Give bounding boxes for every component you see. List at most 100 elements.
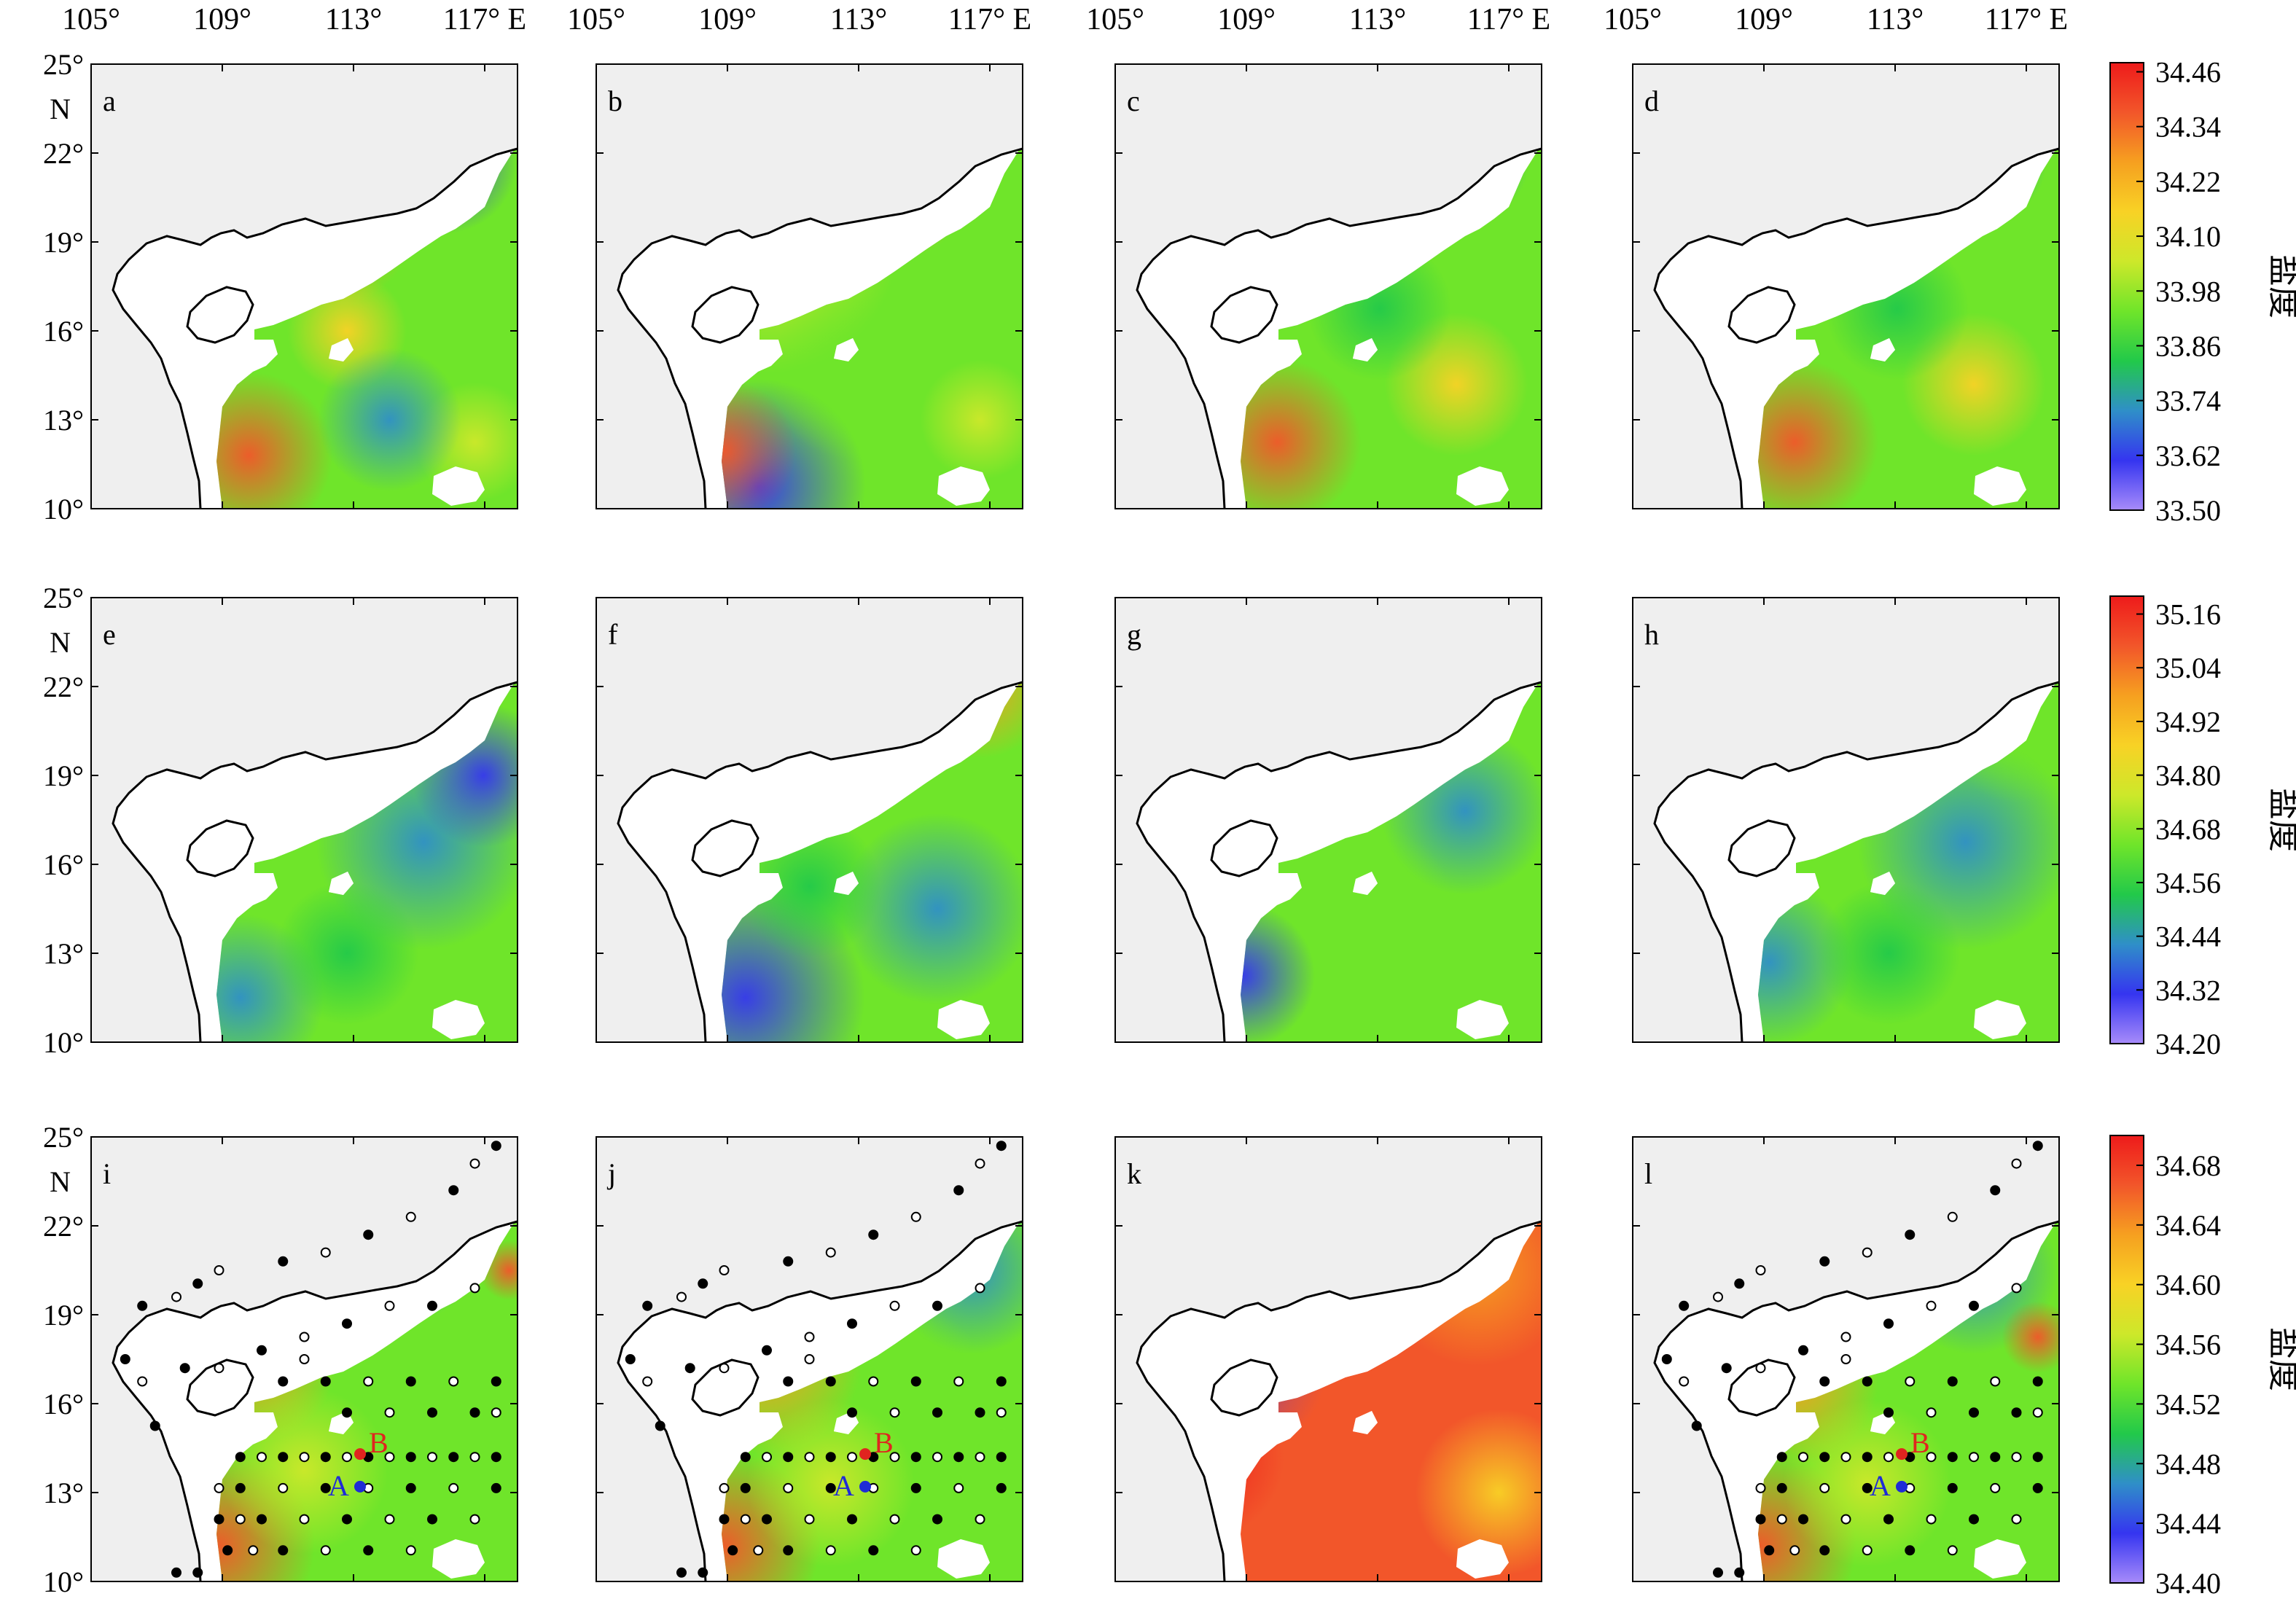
station-point	[1883, 1514, 1894, 1525]
land	[91, 598, 518, 1042]
panel-letter: a	[103, 85, 116, 117]
salinity-anomaly	[722, 379, 796, 509]
station-point	[804, 1452, 815, 1463]
coastline	[1653, 681, 2060, 1043]
station-point	[278, 1376, 289, 1387]
lat-label: 13°	[43, 404, 84, 437]
map-panel-e: e 25° 22° 19° 16° 13° 10° N	[43, 582, 518, 1059]
coastline	[617, 147, 1023, 509]
station-point	[762, 1452, 772, 1463]
station-point	[825, 1452, 836, 1463]
station-point	[469, 1452, 480, 1463]
colorbar-bar	[2109, 1135, 2144, 1584]
lon-label: 109°	[193, 3, 251, 36]
station-point	[762, 1345, 772, 1356]
station-point	[1947, 1376, 1958, 1387]
colorbar-bar	[2109, 595, 2144, 1044]
station-a-label: A	[833, 1469, 854, 1502]
station-point	[320, 1452, 331, 1463]
station-point	[1776, 1514, 1787, 1525]
station-point	[996, 1376, 1007, 1387]
hainan-island	[1727, 819, 1796, 877]
station-point	[996, 1482, 1007, 1493]
station-point	[137, 1376, 148, 1387]
station-point	[384, 1514, 395, 1525]
station-point	[1926, 1407, 1937, 1418]
colorbar-tick-label: 34.40	[2155, 1567, 2221, 1600]
salinity-anomaly	[1758, 358, 1878, 509]
station-point	[214, 1265, 224, 1275]
station-point	[1661, 1354, 1672, 1364]
station-point	[719, 1363, 730, 1374]
station-point	[1990, 1482, 2001, 1493]
station-point	[2032, 1376, 2043, 1387]
station-point	[214, 1363, 224, 1374]
map-panel-a: a 25° 22° 19° 16° 13° 10° N	[43, 48, 518, 525]
colorbar-tick-label: 34.52	[2155, 1388, 2221, 1420]
station-point	[1721, 1363, 1732, 1374]
station-point	[676, 1567, 687, 1578]
station-point	[491, 1482, 501, 1493]
station-point	[448, 1185, 459, 1196]
station-point	[2032, 1482, 2043, 1493]
station-point	[448, 1376, 459, 1387]
station-point	[1969, 1300, 1979, 1311]
station-point	[1713, 1567, 1723, 1578]
station-point	[248, 1545, 259, 1556]
station-point	[257, 1345, 267, 1356]
station-b-marker	[1896, 1448, 1908, 1460]
hainan-island	[186, 1358, 254, 1417]
island	[834, 872, 859, 895]
lat-label: 25°	[43, 48, 84, 81]
station-point	[625, 1354, 636, 1364]
hainan-island	[1210, 819, 1278, 877]
panel-frame	[90, 63, 518, 509]
station-point	[320, 1482, 331, 1493]
lon-label: 117° E	[948, 3, 1031, 36]
station-point	[171, 1567, 181, 1578]
station-point	[2032, 1452, 2043, 1463]
station-point	[783, 1482, 794, 1493]
colorbar-tick-label: 33.50	[2155, 494, 2221, 527]
station-point	[783, 1452, 794, 1463]
station-point	[847, 1514, 857, 1525]
station-point	[491, 1141, 501, 1151]
station-point	[1776, 1482, 1787, 1493]
map-panel-i: ABi 25° 22° 19° 16° 13° 10° N	[43, 1121, 518, 1598]
station-b-marker	[859, 1448, 871, 1460]
station-point	[469, 1407, 480, 1418]
station-point	[1819, 1545, 1830, 1556]
station-point	[932, 1452, 942, 1463]
station-point	[1969, 1514, 1979, 1525]
station-point	[384, 1300, 395, 1311]
lat-label: 19°	[43, 226, 84, 259]
salinity-anomaly	[1241, 358, 1361, 509]
coastline	[617, 681, 1023, 1043]
salinity-anomaly	[1415, 1409, 1542, 1576]
hainan-island	[186, 286, 254, 344]
land	[1115, 598, 1542, 1042]
salinity-anomaly	[2002, 1301, 2059, 1373]
salinity-anomaly	[216, 372, 333, 509]
hainan-island	[1210, 1358, 1278, 1417]
land	[1115, 1137, 1542, 1581]
colorbar-tick-label: 33.98	[2155, 275, 2221, 308]
station-point	[2011, 1407, 2022, 1418]
station-a-label: A	[1870, 1469, 1891, 1502]
panel-frame	[596, 1136, 1023, 1582]
map-panel-f: f	[596, 597, 1023, 1043]
station-point	[278, 1482, 289, 1493]
station-point	[2011, 1514, 2022, 1525]
station-point	[740, 1514, 751, 1525]
colorbar-tick-label: 34.92	[2155, 705, 2221, 738]
station-point	[299, 1332, 310, 1342]
station-point	[320, 1247, 331, 1258]
station-point	[1840, 1452, 1851, 1463]
station-point	[910, 1452, 921, 1463]
station-point	[953, 1185, 964, 1196]
station-point	[2032, 1141, 2043, 1151]
panel-frame	[90, 1136, 518, 1582]
station-point	[975, 1514, 985, 1525]
station-point	[932, 1407, 942, 1418]
